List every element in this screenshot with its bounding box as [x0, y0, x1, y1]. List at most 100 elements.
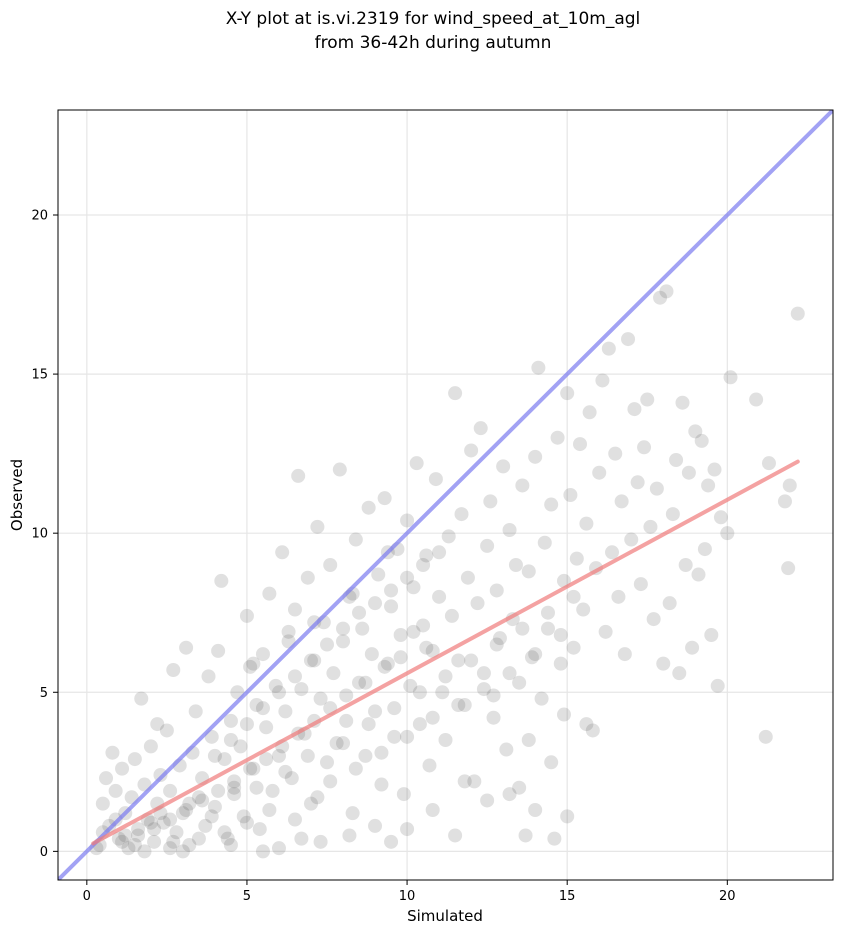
- scatter-point: [444, 608, 459, 623]
- scatter-point: [121, 841, 136, 856]
- scatter-point: [454, 507, 469, 522]
- scatter-point: [691, 567, 706, 582]
- scatter-point: [592, 465, 607, 480]
- scatter-point: [134, 691, 149, 706]
- scatter-point: [704, 628, 719, 642]
- scatter-point: [268, 678, 283, 693]
- scatter-point: [281, 624, 296, 639]
- scatter-point: [108, 812, 123, 827]
- scatter-point: [611, 589, 626, 604]
- scatter-point: [380, 656, 395, 671]
- scatter-point: [118, 828, 133, 843]
- scatter-point: [252, 822, 267, 837]
- scatter-point: [111, 831, 126, 846]
- x-tick-label: 5: [243, 889, 251, 904]
- scatter-point: [300, 748, 315, 763]
- identity-line: [58, 110, 833, 880]
- scatter-point: [287, 602, 302, 617]
- scatter-point: [579, 516, 594, 531]
- scatter-point: [416, 558, 431, 572]
- scatter-point: [508, 558, 523, 572]
- scatter-point: [758, 729, 773, 744]
- scatter-point: [556, 707, 571, 722]
- scatter-point: [665, 507, 680, 522]
- scatter-point: [790, 306, 805, 321]
- scatter-point: [310, 519, 325, 534]
- scatter-point: [675, 395, 690, 410]
- y-tick-label: 5: [40, 686, 48, 701]
- scatter-point: [518, 828, 533, 843]
- scatter-point: [384, 599, 399, 614]
- scatter-point: [710, 678, 725, 693]
- scatter-point: [175, 806, 190, 821]
- scatter-point: [460, 570, 475, 585]
- scatter-point: [147, 834, 162, 849]
- scatter-point: [400, 729, 415, 744]
- scatter-point: [188, 704, 203, 719]
- scatter-point: [707, 462, 722, 477]
- scatter-point: [502, 787, 517, 802]
- scatter-point: [105, 745, 120, 760]
- scatter-point: [777, 494, 792, 509]
- scatter-point: [425, 710, 440, 725]
- scatter-point: [239, 717, 254, 732]
- y-tick-label: 0: [40, 845, 48, 860]
- scatter-point: [435, 685, 450, 700]
- y-tick-label: 20: [31, 209, 48, 224]
- scatter-point: [582, 405, 597, 420]
- scatter-point: [163, 783, 178, 798]
- scatter-point: [438, 669, 453, 684]
- scatter-point: [540, 621, 555, 636]
- y-axis-label: Observed: [8, 459, 26, 531]
- scatter-point: [422, 758, 437, 773]
- scatter-point: [265, 783, 280, 798]
- scatter-point: [179, 803, 194, 817]
- scatter-point: [540, 605, 555, 620]
- scatter-point: [278, 704, 293, 719]
- scatter-point: [294, 831, 309, 846]
- scatter-point: [127, 838, 142, 852]
- reference-lines: [58, 110, 833, 880]
- scatter-point: [384, 834, 399, 849]
- scatter-point: [720, 526, 735, 541]
- scatter-point: [637, 440, 652, 455]
- scatter-point: [169, 825, 184, 840]
- scatter-point: [406, 580, 421, 595]
- scatter-point: [515, 478, 530, 493]
- scatter-point: [207, 748, 222, 763]
- scatter-point: [143, 815, 158, 830]
- scatter-point: [374, 745, 389, 760]
- scatter-point: [512, 675, 527, 690]
- scatter-point: [416, 618, 431, 633]
- scatter-point: [374, 777, 389, 792]
- grid: [58, 110, 833, 880]
- scatter-point: [457, 698, 472, 712]
- scatter-point: [384, 583, 399, 598]
- scatter-point: [217, 752, 232, 767]
- scatter-point: [470, 596, 485, 611]
- scatter-point: [303, 796, 318, 811]
- scatter-point: [271, 748, 286, 763]
- scatter-point: [275, 545, 290, 560]
- scatter-point: [361, 500, 376, 515]
- scatter-point: [358, 675, 373, 690]
- scatter-point: [621, 332, 636, 347]
- scatter-point: [358, 748, 373, 763]
- scatter-point: [300, 570, 315, 585]
- scatter-point: [451, 698, 466, 712]
- scatter-point: [566, 640, 581, 655]
- scatter-point: [243, 659, 258, 674]
- scatter-point: [332, 462, 347, 477]
- scatter-point: [368, 818, 383, 833]
- scatter-point: [528, 647, 543, 662]
- scatter-point: [496, 459, 511, 474]
- scatter-point: [159, 723, 174, 738]
- scatter-point: [377, 491, 392, 506]
- scatter-point: [681, 465, 696, 480]
- scatter-point: [419, 640, 434, 655]
- y-tick-label: 15: [31, 368, 48, 383]
- axis-ticks: 0 5 10 15 20 0 5 10 15 20: [31, 209, 735, 905]
- scatter-point: [310, 790, 325, 805]
- scatter-point: [336, 736, 351, 751]
